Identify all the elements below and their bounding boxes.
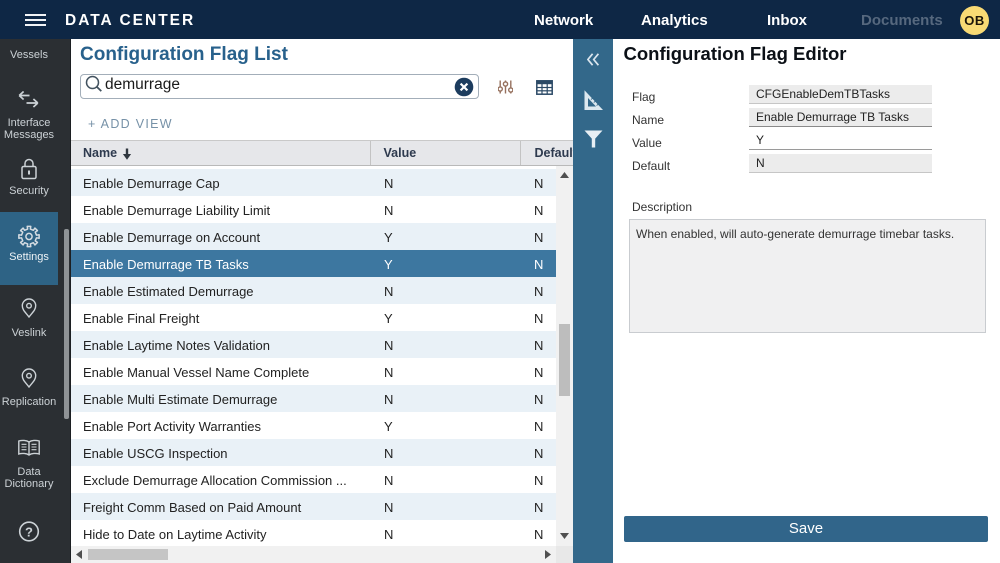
svg-text:?: ?	[25, 524, 33, 539]
